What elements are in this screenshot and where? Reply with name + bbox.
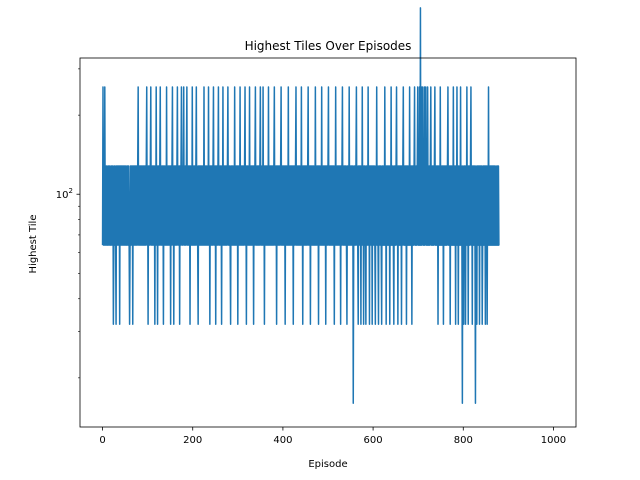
x-tick-label: 400 bbox=[273, 435, 292, 446]
series-line-0 bbox=[101, 7, 500, 405]
y-axis-label: Highest Tile bbox=[28, 215, 39, 274]
plot-area bbox=[101, 7, 500, 405]
y-tick-label: 102 bbox=[56, 187, 73, 201]
x-axis: 0 200 400 600 800 1000 bbox=[99, 427, 566, 446]
chart-title: Highest Tiles Over Episodes bbox=[245, 39, 412, 53]
x-axis-label: Episode bbox=[308, 459, 347, 470]
x-tick-label: 1000 bbox=[541, 435, 566, 446]
axes-frame bbox=[79, 57, 577, 428]
x-tick-label: 600 bbox=[364, 435, 383, 446]
x-tick-label: 0 bbox=[99, 435, 105, 446]
x-tick-label: 800 bbox=[454, 435, 473, 446]
x-tick-label: 200 bbox=[183, 435, 202, 446]
